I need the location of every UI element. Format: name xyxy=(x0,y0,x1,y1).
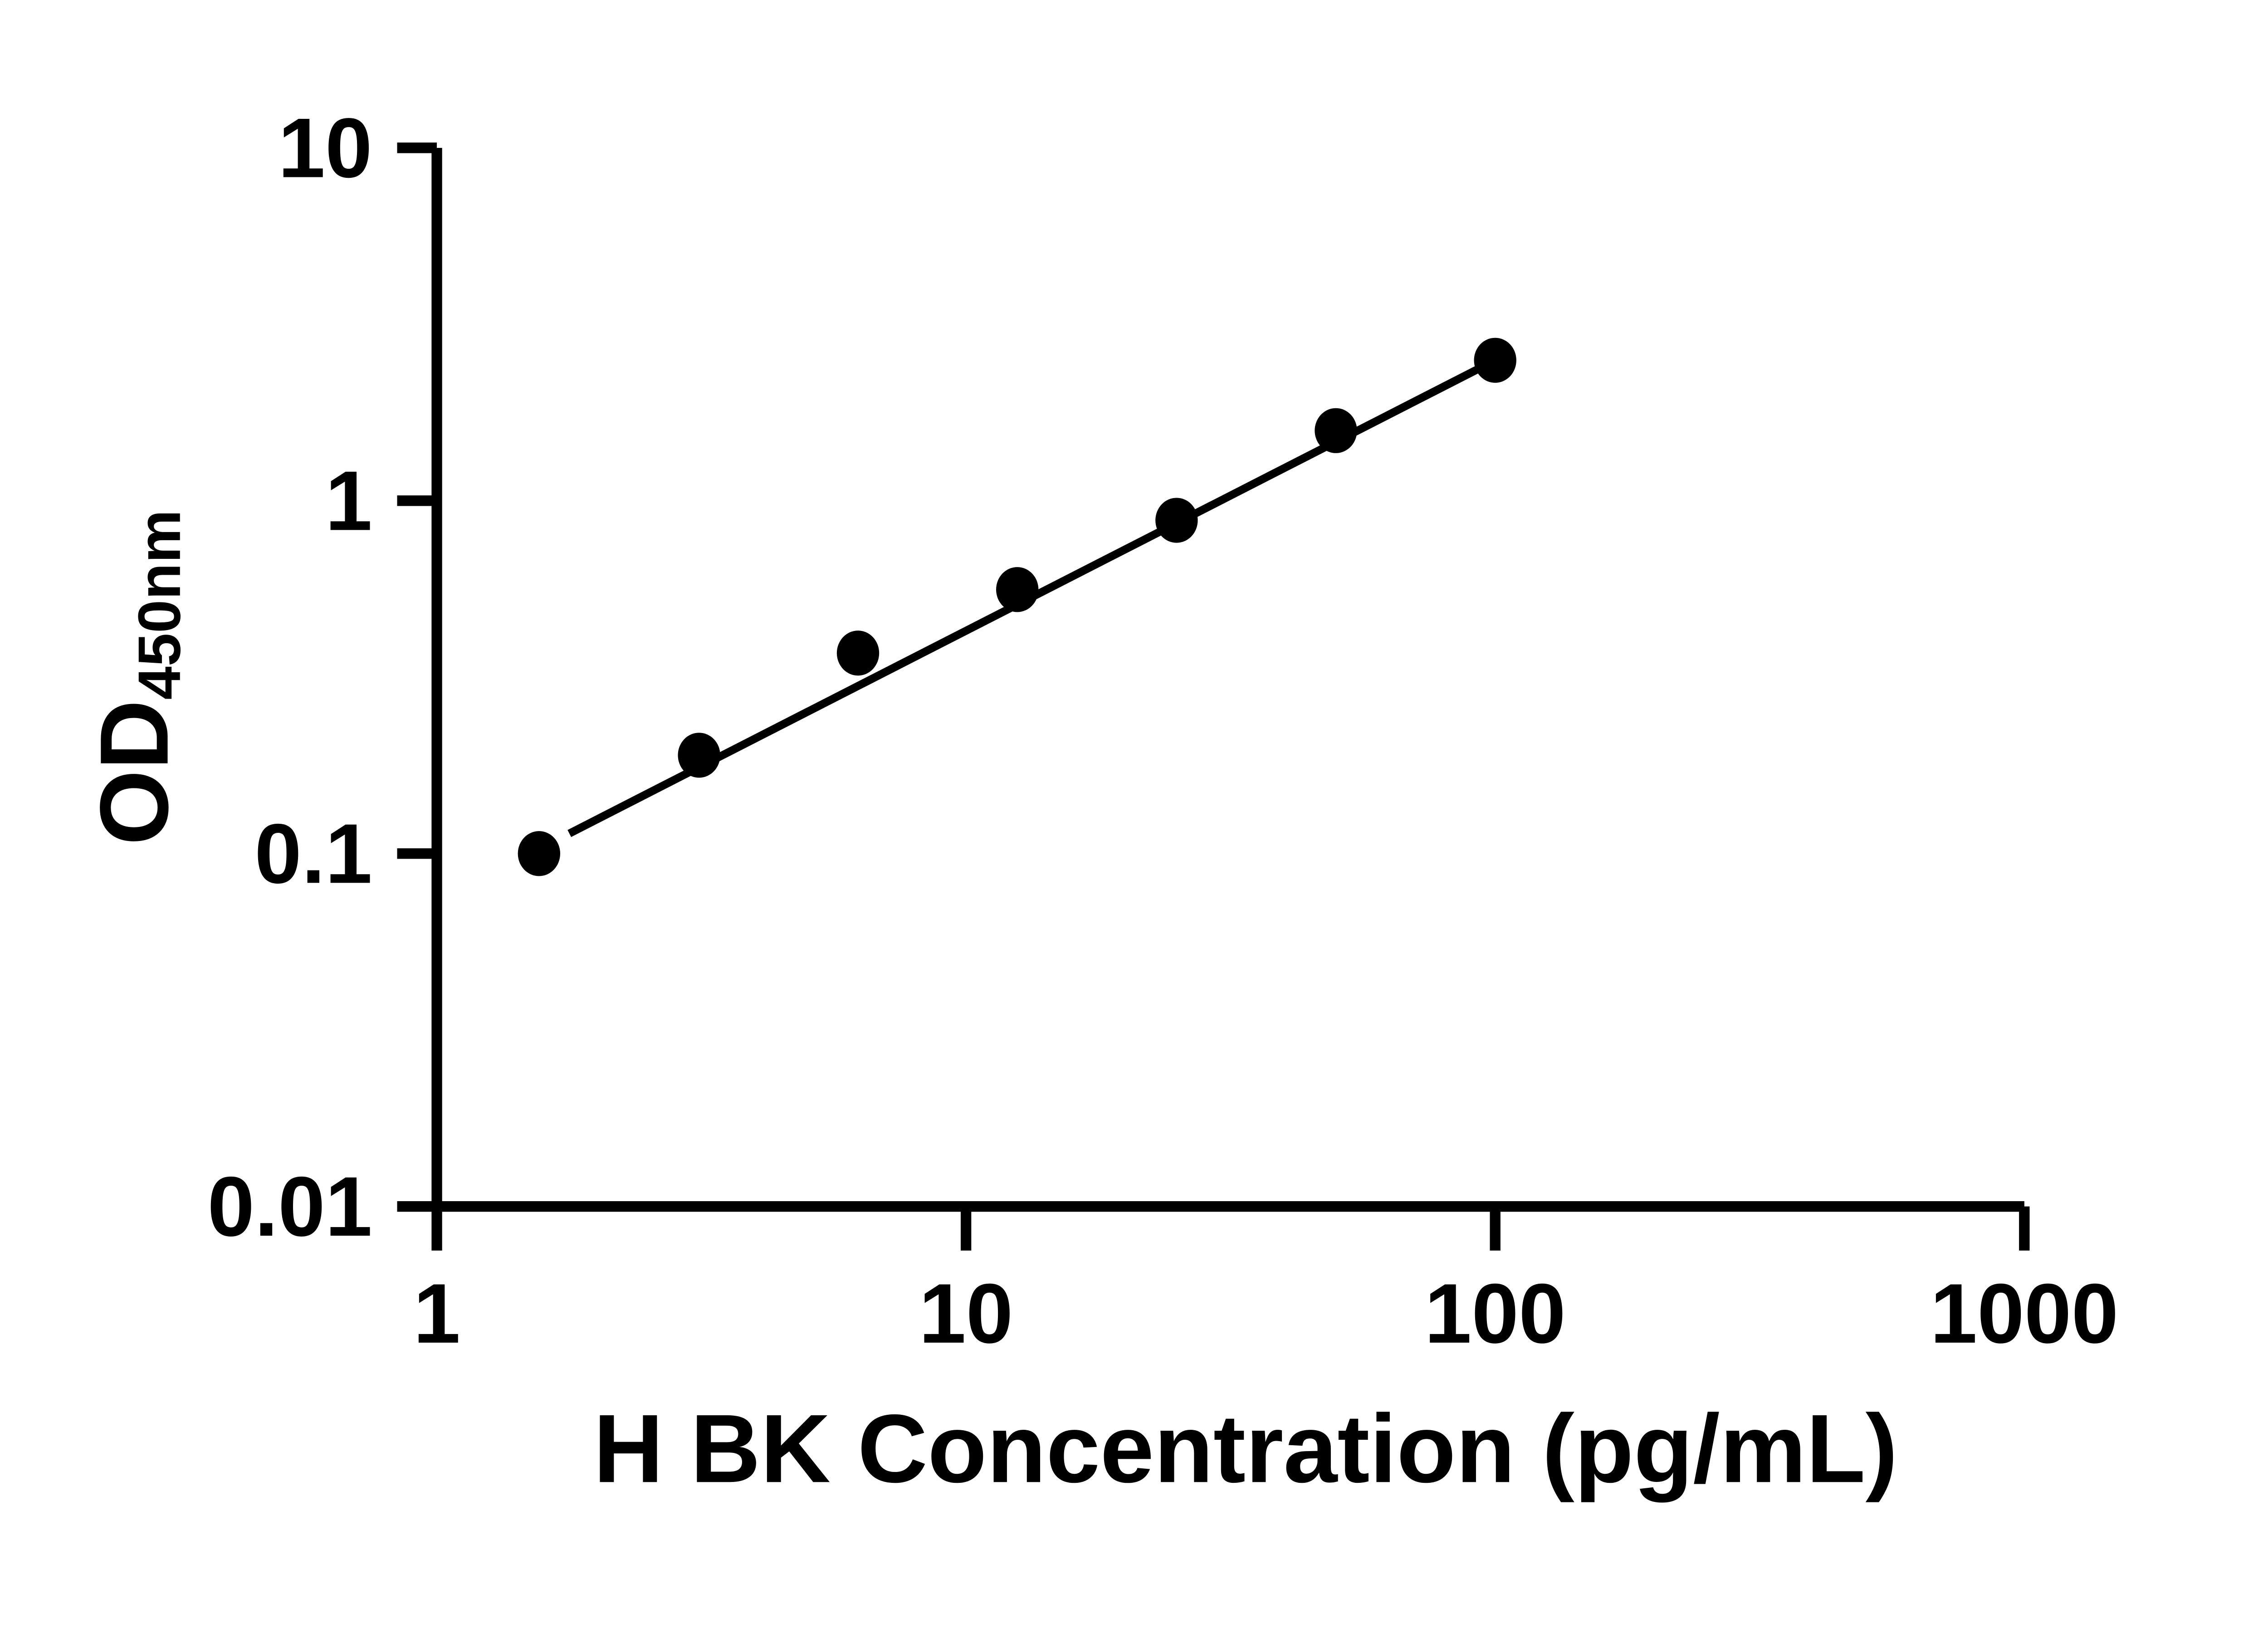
data-points xyxy=(518,337,1516,876)
data-point xyxy=(518,831,561,876)
data-point xyxy=(836,631,880,676)
x-axis-title: H BK Concentration (pg/mL) xyxy=(593,1394,1898,1503)
axis-spine xyxy=(431,147,2024,1212)
x-tick-label: 1 xyxy=(413,1266,460,1361)
axis-tick-labels: 10 1 0.1 0.01 1 10 100 1000 xyxy=(207,100,2118,1360)
data-point xyxy=(996,567,1039,612)
data-point xyxy=(1474,337,1516,383)
standard-curve-chart: 10 1 0.1 0.01 1 10 100 1000 H BK Concentration … xyxy=(80,100,2119,1503)
y-axis-title-main: OD xyxy=(80,700,189,846)
y-tick-label: 10 xyxy=(278,100,372,195)
axis-ticks xyxy=(397,142,2030,1251)
axes xyxy=(431,147,2024,1212)
y-tick-label: 0.01 xyxy=(207,1159,372,1254)
y-axis-title-subscript: 450nm xyxy=(126,510,193,700)
x-tick-label: 1000 xyxy=(1930,1266,2118,1361)
x-tick-label: 100 xyxy=(1424,1266,1565,1361)
x-tick-label: 10 xyxy=(919,1266,1013,1361)
y-tick-label: 0.1 xyxy=(254,806,372,901)
chart-canvas: 10 1 0.1 0.01 1 10 100 1000 H BK Concentration … xyxy=(80,100,2119,1503)
data-point xyxy=(678,733,720,778)
data-point xyxy=(1155,498,1198,543)
data-point xyxy=(1315,408,1357,453)
y-tick-label: 1 xyxy=(325,453,372,548)
y-axis-title: OD450nm xyxy=(80,510,193,846)
